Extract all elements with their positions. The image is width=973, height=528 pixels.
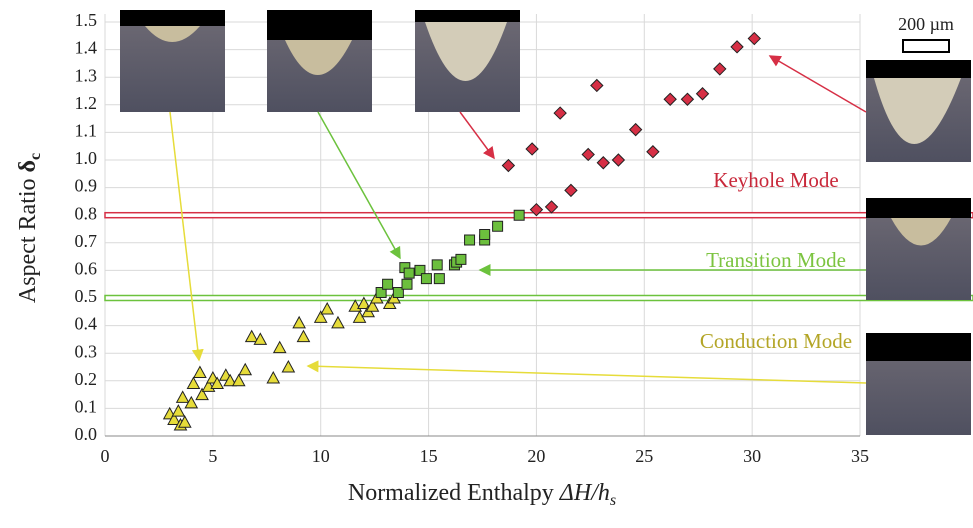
annotation: Keyhole Mode — [713, 168, 838, 192]
point — [274, 342, 286, 353]
point — [630, 124, 642, 136]
point — [582, 148, 594, 160]
point — [664, 93, 676, 105]
point — [421, 274, 431, 284]
y-tick-label: 0.7 — [75, 231, 98, 251]
y-axis-title: Aspect Ratio δc — [15, 153, 44, 303]
point — [697, 88, 709, 100]
x-tick-label: 20 — [527, 446, 545, 466]
point — [456, 254, 466, 264]
point — [731, 41, 743, 53]
x-axis-title: Normalized Enthalpy ΔH/hs — [348, 480, 616, 509]
y-tick-label: 0.3 — [75, 341, 98, 361]
x-tick-label: 0 — [101, 446, 110, 466]
point — [714, 63, 726, 75]
scale-bar-label: 200 µm — [898, 14, 954, 34]
point — [239, 364, 251, 375]
point — [332, 317, 344, 328]
point — [434, 274, 444, 284]
y-tick-label: 1.4 — [75, 38, 98, 58]
point — [321, 303, 333, 314]
x-tick-label: 25 — [635, 446, 653, 466]
y-tick-label: 0.0 — [75, 424, 98, 444]
point — [502, 160, 514, 172]
y-tick-label: 0.9 — [75, 176, 98, 196]
point — [647, 146, 659, 158]
annotation: Transition Mode — [706, 248, 846, 272]
point — [267, 372, 279, 383]
point — [172, 405, 184, 416]
point — [383, 279, 393, 289]
point — [514, 210, 524, 220]
point — [432, 260, 442, 270]
point — [465, 235, 475, 245]
y-tick-label: 0.1 — [75, 397, 98, 417]
y-tick-label: 0.8 — [75, 203, 98, 223]
point — [554, 107, 566, 119]
y-tick-label: 1.2 — [75, 93, 98, 113]
point — [597, 157, 609, 169]
point — [591, 79, 603, 91]
point — [293, 317, 305, 328]
y-tick-label: 0.4 — [75, 314, 98, 334]
point — [187, 378, 199, 389]
point — [297, 331, 309, 342]
y-tick-label: 0.2 — [75, 369, 98, 389]
point — [177, 391, 189, 402]
x-tick-label: 30 — [743, 446, 761, 466]
annotation: Conduction Mode — [700, 329, 852, 353]
point — [493, 221, 503, 231]
point — [612, 154, 624, 166]
y-tick-label: 0.5 — [75, 286, 98, 306]
point — [565, 184, 577, 196]
mode-line — [105, 296, 973, 301]
point — [748, 33, 760, 45]
y-tick-label: 1.1 — [75, 121, 98, 141]
point — [681, 93, 693, 105]
y-tick-label: 0.6 — [75, 259, 98, 279]
point — [282, 361, 294, 372]
point — [194, 367, 206, 378]
y-tick-label: 1.0 — [75, 148, 98, 168]
point — [402, 279, 412, 289]
point — [546, 201, 558, 213]
x-tick-label: 5 — [208, 446, 217, 466]
point — [404, 268, 414, 278]
y-tick-label: 1.3 — [75, 65, 98, 85]
x-tick-label: 10 — [312, 446, 330, 466]
x-tick-label: 35 — [851, 446, 869, 466]
point — [246, 331, 258, 342]
x-tick-label: 15 — [420, 446, 438, 466]
y-tick-label: 1.5 — [75, 10, 98, 30]
point — [480, 230, 490, 240]
